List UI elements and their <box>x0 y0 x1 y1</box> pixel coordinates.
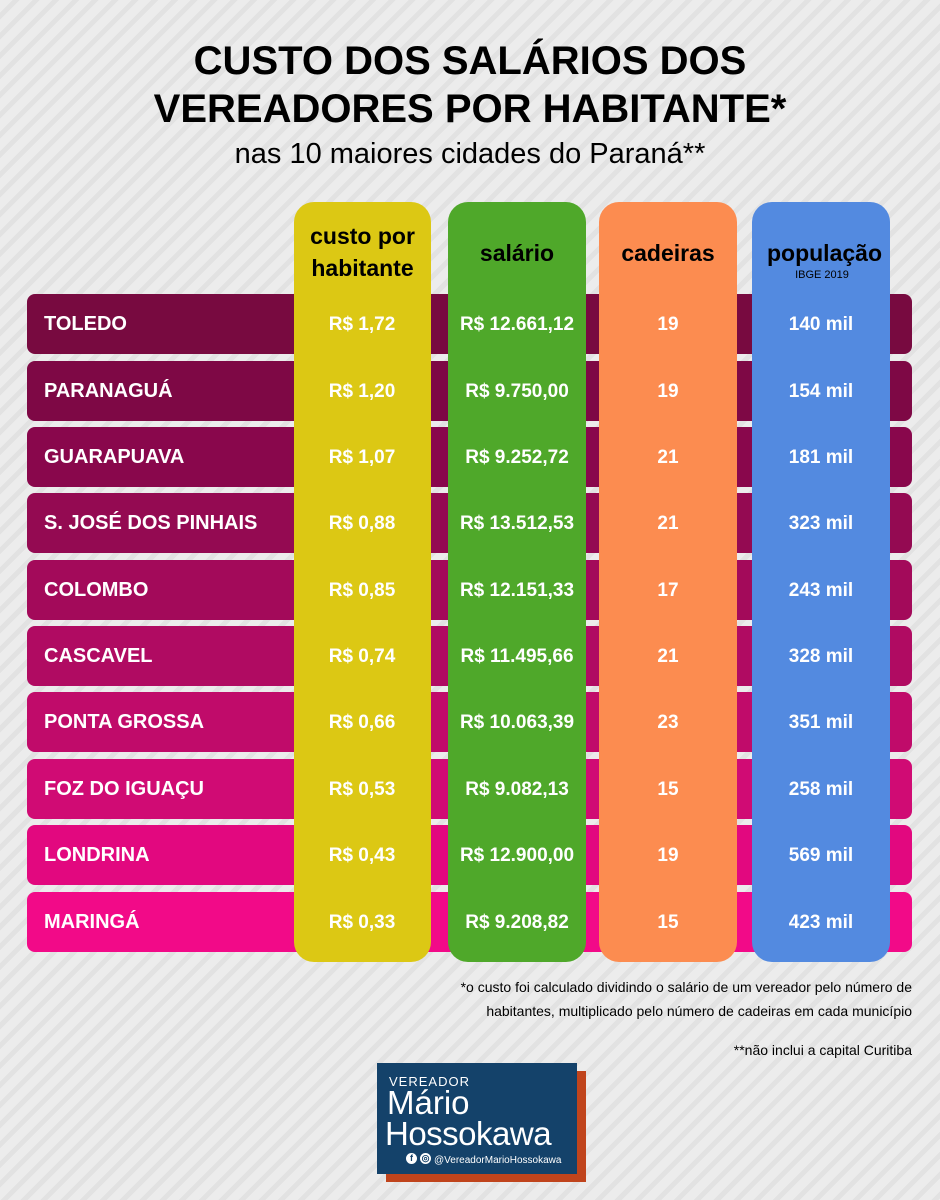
row-populacao-value: 258 mil <box>788 779 854 800</box>
column-populacao-background <box>752 202 890 962</box>
row-custo-value: R$ 1,72 <box>328 314 396 335</box>
row-custo-value: R$ 0,43 <box>328 845 396 866</box>
row-custo-value: R$ 0,85 <box>328 580 396 601</box>
instagram-icon: ◎ <box>420 1153 431 1164</box>
row-populacao-value: 140 mil <box>788 314 854 335</box>
header-salario: salário <box>479 240 555 266</box>
row-populacao-value: 351 mil <box>788 712 854 733</box>
row-custo-value: R$ 0,88 <box>328 513 396 534</box>
row-populacao-value: 328 mil <box>788 646 854 667</box>
row-custo-value: R$ 0,33 <box>328 912 396 933</box>
footnote-calculation-line-1: *o custo foi calculado dividindo o salár… <box>460 979 912 995</box>
header-populacao-note: IBGE 2019 <box>795 269 849 281</box>
row-cadeiras-value: 23 <box>657 712 679 733</box>
row-city-label: CASCAVEL <box>44 645 153 667</box>
footnote-capital: **não inclui a capital Curitiba <box>733 1042 912 1058</box>
row-populacao-value: 181 mil <box>788 447 854 468</box>
subtitle: nas 10 maiores cidades do Paraná** <box>234 138 706 170</box>
row-cadeiras-value: 19 <box>657 845 679 866</box>
row-cadeiras-value: 19 <box>657 314 679 335</box>
row-cadeiras-value: 21 <box>657 447 679 468</box>
row-city-label: S. JOSÉ DOS PINHAIS <box>44 512 258 534</box>
facebook-icon: f <box>406 1153 417 1164</box>
row-city-label: PARANAGUÁ <box>44 380 173 402</box>
column-custo-background <box>294 202 431 962</box>
row-salario-value: R$ 11.495,66 <box>460 646 574 667</box>
row-cadeiras-value: 21 <box>657 513 679 534</box>
row-custo-value: R$ 0,66 <box>328 712 396 733</box>
row-cadeiras-value: 19 <box>657 381 679 402</box>
row-custo-value: R$ 0,53 <box>328 779 396 800</box>
row-populacao-value: 423 mil <box>788 912 854 933</box>
row-salario-value: R$ 9.252,72 <box>465 447 569 468</box>
footnote-calculation: *o custo foi calculado dividindo o salár… <box>461 975 912 1023</box>
row-custo-value: R$ 0,74 <box>328 646 396 667</box>
row-city-label: TOLEDO <box>44 313 127 335</box>
header-populacao: população <box>766 240 882 266</box>
row-populacao-value: 154 mil <box>788 381 854 402</box>
header-custo: custo por habitante <box>294 220 431 284</box>
header-cadeiras: cadeiras <box>621 240 715 266</box>
row-salario-value: R$ 12.900,00 <box>459 845 575 866</box>
column-cadeiras-background <box>599 202 737 962</box>
row-salario-value: R$ 13.512,53 <box>459 513 575 534</box>
title-line-2: VEREADORES POR HABITANTE* <box>153 87 787 131</box>
row-cadeiras-value: 17 <box>657 580 679 601</box>
header-custo-line-2: habitante <box>311 255 414 281</box>
logo: VEREADOR Mário Hossokawa f ◎ @VereadorMa… <box>377 1063 577 1174</box>
row-cadeiras-value: 21 <box>657 646 679 667</box>
row-salario-value: R$ 9.082,13 <box>465 779 569 800</box>
title-line-1: CUSTO DOS SALÁRIOS DOS <box>193 39 747 83</box>
row-salario-value: R$ 9.208,82 <box>465 912 569 933</box>
row-populacao-value: 243 mil <box>788 580 854 601</box>
row-salario-value: R$ 10.063,39 <box>459 712 575 733</box>
row-city-label: FOZ DO IGUAÇU <box>44 778 204 800</box>
row-cadeiras-value: 15 <box>657 779 679 800</box>
row-populacao-value: 323 mil <box>788 513 854 534</box>
row-cadeiras-value: 15 <box>657 912 679 933</box>
row-salario-value: R$ 12.151,33 <box>459 580 575 601</box>
row-salario-value: R$ 9.750,00 <box>465 381 569 402</box>
footnote-calculation-line-2: habitantes, multiplicado pelo número de … <box>486 1003 912 1019</box>
logo-last-name: Hossokawa <box>385 1115 552 1152</box>
row-city-label: COLOMBO <box>44 579 149 601</box>
row-populacao-value: 569 mil <box>788 845 854 866</box>
row-custo-value: R$ 1,20 <box>328 381 396 402</box>
logo-first-name: Mário <box>387 1084 470 1121</box>
logo-social-handle: @VereadorMarioHossokawa <box>434 1155 562 1166</box>
row-salario-value: R$ 12.661,12 <box>459 314 575 335</box>
row-city-label: GUARAPUAVA <box>44 446 185 468</box>
header-custo-line-1: custo por <box>310 223 415 249</box>
column-salario-background <box>448 202 586 962</box>
logo-vereador: VEREADOR <box>389 1074 470 1089</box>
row-city-label: LONDRINA <box>44 844 150 866</box>
row-city-label: MARINGÁ <box>44 911 140 933</box>
row-custo-value: R$ 1,07 <box>328 447 396 468</box>
row-city-label: PONTA GROSSA <box>44 711 205 733</box>
